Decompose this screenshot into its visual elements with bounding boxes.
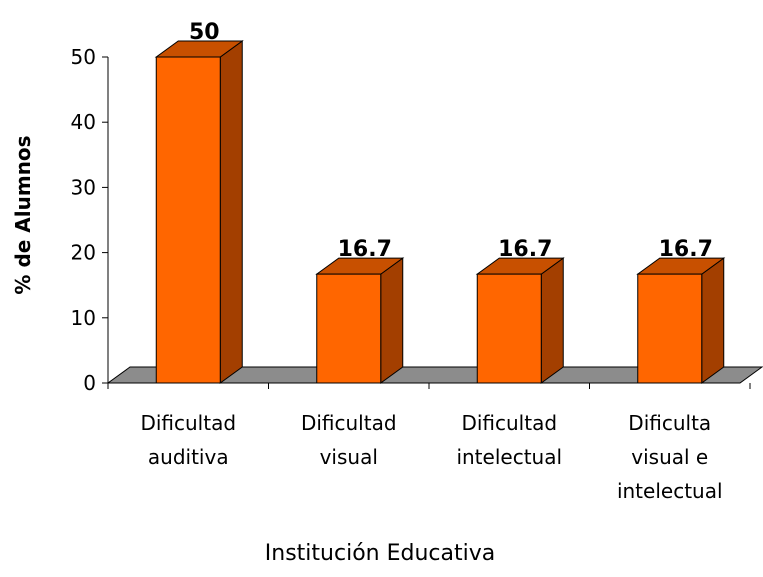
y-tick-label: 30 (71, 175, 96, 199)
data-label: 16.7 (659, 237, 713, 262)
data-label: 16.7 (498, 237, 552, 262)
bar-side (540, 257, 564, 384)
x-tick-label: Dificulta visual e intelectual (617, 411, 723, 503)
y-tick-label: 0 (83, 371, 96, 395)
x-axis-title: Institución Educativa (265, 541, 495, 566)
y-tick-label: 40 (71, 110, 96, 134)
x-tick-label: Dificultad auditiva (140, 411, 236, 469)
bar (316, 273, 382, 384)
bar-side (219, 40, 243, 384)
data-label: 50 (189, 20, 220, 45)
bar-side (701, 257, 725, 384)
y-tick-label: 10 (71, 306, 96, 330)
bar (637, 273, 703, 384)
y-tick-label: 50 (71, 45, 96, 69)
x-tick-label: Dificultad intelectual (456, 411, 562, 469)
bar (476, 273, 542, 384)
data-label: 16.7 (338, 237, 392, 262)
y-tick-label: 20 (71, 241, 96, 265)
y-axis-title: % de Alumnos (11, 135, 35, 294)
bar (155, 56, 221, 384)
x-tick-label: Dificultad visual (301, 411, 397, 469)
bar-side (380, 257, 404, 384)
